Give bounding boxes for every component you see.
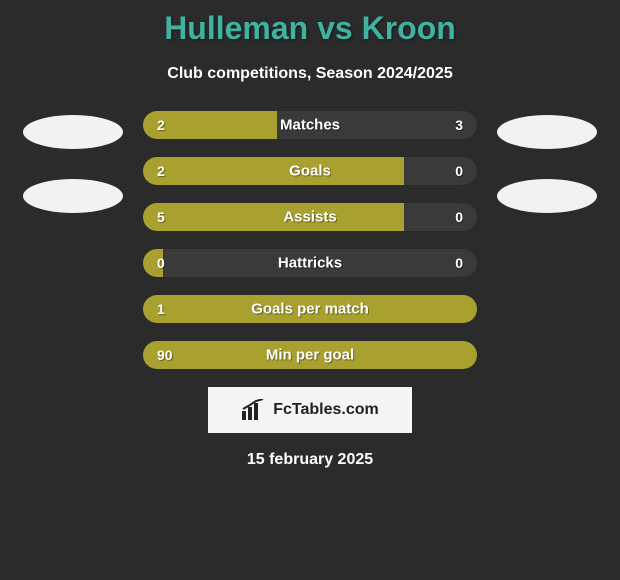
- bar-left-value: 2: [157, 117, 165, 133]
- bars-column: Matches23Goals20Assists50Hattricks00Goal…: [143, 111, 477, 369]
- stat-row: Matches 2 3: [143, 111, 477, 139]
- bar-label: Min per goal: [266, 347, 354, 364]
- bar-left-value: 5: [157, 209, 165, 225]
- comparison-container: Hulleman vs Kroon Club competitions, Sea…: [0, 0, 620, 469]
- player1-club-avatar: [23, 179, 123, 213]
- stat-row: Hattricks 0 0: [143, 249, 477, 277]
- left-avatar-column: [23, 111, 123, 213]
- bar-label: Goals per match: [251, 301, 369, 318]
- bar-label: Goals: [289, 163, 331, 180]
- bar-right: [404, 157, 477, 185]
- bar-left-value: 90: [157, 347, 173, 363]
- bar-right-value: 0: [455, 163, 463, 179]
- bar-right: [404, 203, 477, 231]
- bar-left-value: 0: [157, 255, 165, 271]
- brand-icon: [241, 399, 267, 421]
- player1-avatar: [23, 115, 123, 149]
- brand-box[interactable]: FcTables.com: [208, 387, 412, 433]
- bar-label: Hattricks: [278, 255, 342, 272]
- bar-left: [143, 203, 404, 231]
- bar-right-value: 3: [455, 117, 463, 133]
- brand-text: FcTables.com: [273, 401, 379, 419]
- bar-right-value: 0: [455, 255, 463, 271]
- subtitle: Club competitions, Season 2024/2025: [0, 65, 620, 83]
- stat-row: Goals per match 1: [143, 295, 477, 323]
- player1-name: Hulleman: [164, 10, 308, 46]
- right-avatar-column: [497, 111, 597, 213]
- player2-name: Kroon: [362, 10, 456, 46]
- bar-label: Matches: [280, 117, 340, 134]
- stat-row: Goals 2 0: [143, 157, 477, 185]
- player2-avatar: [497, 115, 597, 149]
- stat-row: Assists 5 0: [143, 203, 477, 231]
- date: 15 february 2025: [0, 451, 620, 469]
- bar-label: Assists: [283, 209, 336, 226]
- bar-right-value: 0: [455, 209, 463, 225]
- player2-club-avatar: [497, 179, 597, 213]
- bar-left: [143, 157, 404, 185]
- title-vs: vs: [317, 10, 353, 46]
- bar-left-value: 2: [157, 163, 165, 179]
- page-title: Hulleman vs Kroon: [0, 10, 620, 47]
- bar-left-value: 1: [157, 301, 165, 317]
- chart-area: Matches23Goals20Assists50Hattricks00Goal…: [0, 111, 620, 369]
- stat-row: Min per goal 90: [143, 341, 477, 369]
